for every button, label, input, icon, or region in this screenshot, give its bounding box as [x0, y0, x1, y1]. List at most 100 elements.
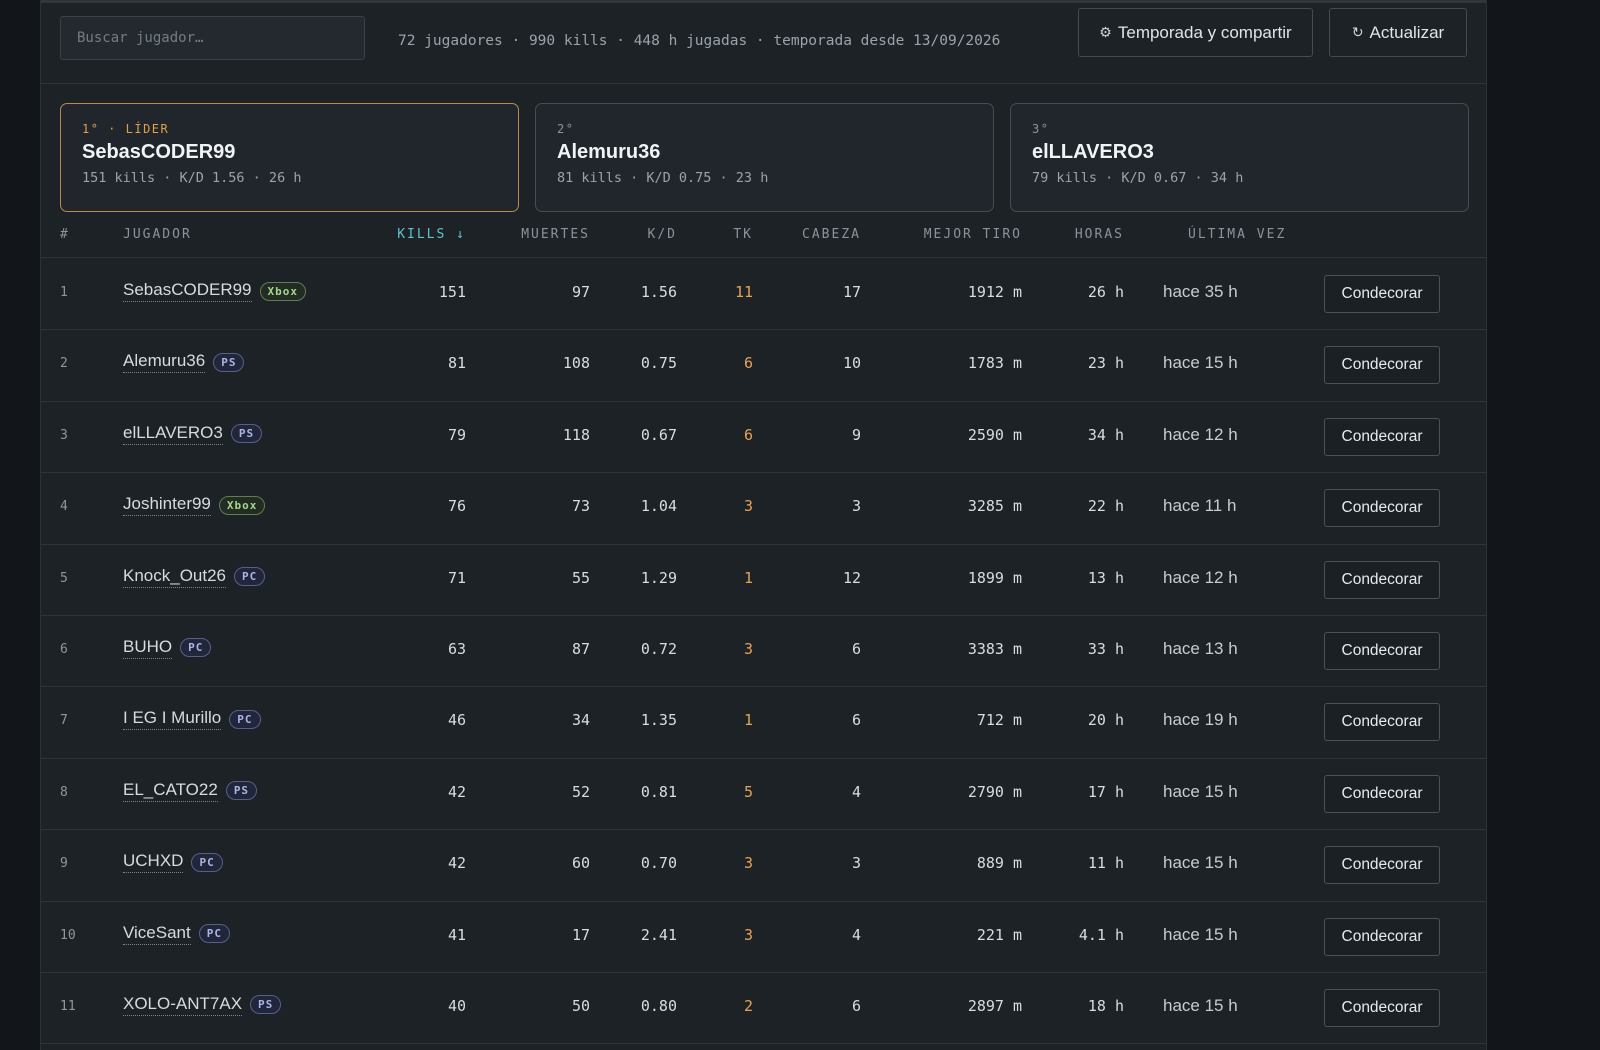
player-cell: BUHO PC: [123, 637, 212, 659]
column-header-headshots[interactable]: CABEZA: [802, 227, 861, 242]
deaths-cell: 52: [571, 782, 590, 801]
podium-card-third: 3° elLLAVERO3 79 kills · K/D 0.67 · 34 h: [1010, 103, 1469, 212]
last-seen-cell: hace 12 h: [1163, 567, 1238, 587]
column-header-rank[interactable]: #: [60, 227, 70, 242]
column-header-player[interactable]: JUGADOR: [123, 227, 192, 242]
column-header-last-seen[interactable]: ÚLTIMA VEZ: [1188, 227, 1287, 242]
decorate-button[interactable]: Condecorar: [1324, 917, 1440, 956]
player-name-link[interactable]: elLLAVERO3: [123, 423, 223, 445]
player-cell: Joshinter99 Xbox: [123, 494, 266, 517]
hours-cell: 22 h: [1087, 497, 1124, 516]
decorate-button[interactable]: Condecorar: [1324, 489, 1440, 528]
kd-cell: 0.75: [640, 354, 677, 373]
table-body: 1 SebasCODER99 Xbox 151 97 1.56 11 17 1912 m 26 h…: [41, 259, 1486, 1045]
column-header-kills[interactable]: KILLS ↓: [397, 227, 466, 242]
column-header-tk[interactable]: TK: [733, 227, 753, 242]
player-name-link[interactable]: Joshinter99: [123, 494, 211, 517]
season-share-button[interactable]: ⚙ Temporada y compartir: [1078, 8, 1313, 57]
best-shot-cell: 1899 m: [967, 568, 1022, 587]
hours-cell: 4.1 h: [1078, 925, 1124, 944]
rank-cell: 9: [60, 856, 68, 872]
hours-cell: 33 h: [1087, 639, 1124, 658]
team-kills-cell: 6: [743, 425, 753, 444]
search-input[interactable]: [60, 16, 365, 60]
player-name-link[interactable]: BUHO: [123, 637, 173, 659]
kd-cell: 0.81: [640, 782, 677, 801]
kd-cell: 1.29: [640, 568, 677, 587]
refresh-button[interactable]: ↻ Actualizar: [1329, 8, 1467, 57]
player-name-link[interactable]: SebasCODER99: [123, 280, 252, 302]
platform-badge: PC: [198, 924, 230, 944]
best-shot-cell: 889 m: [976, 854, 1022, 873]
deaths-cell: 108: [562, 354, 590, 373]
headshots-cell: 6: [851, 996, 861, 1015]
player-name-link[interactable]: Knock_Out26: [123, 566, 227, 588]
kills-cell: 71: [447, 568, 466, 587]
column-header-deaths[interactable]: MUERTES: [521, 227, 590, 242]
kd-cell: 1.56: [640, 283, 677, 301]
decorate-button[interactable]: Condecorar: [1324, 988, 1440, 1027]
top-border: [41, 0, 1486, 3]
decorate-button[interactable]: Condecorar: [1324, 417, 1440, 456]
podium-card-first: 1° · LÍDER SebasCODER99 151 kills · K/D …: [60, 103, 519, 212]
platform-badge: PC: [180, 638, 212, 658]
column-header-kd[interactable]: K/D: [647, 227, 677, 242]
podium-stats: 79 kills · K/D 0.67 · 34 h: [1032, 170, 1244, 186]
best-shot-cell: 1783 m: [967, 354, 1022, 373]
column-header-best-shot[interactable]: MEJOR TIRO: [923, 227, 1022, 242]
decorate-button[interactable]: Condecorar: [1324, 346, 1440, 385]
podium-stats: 151 kills · K/D 1.56 · 26 h: [82, 170, 302, 186]
season-summary: 72 jugadores · 990 kills · 448 h jugadas…: [398, 33, 1001, 49]
column-header-hours[interactable]: HORAS: [1074, 227, 1124, 242]
player-name-link[interactable]: UCHXD: [123, 851, 184, 874]
player-name-link[interactable]: ViceSant: [123, 923, 191, 945]
podium-rank: 2°: [557, 122, 575, 136]
team-kills-cell: 3: [743, 639, 753, 658]
headshots-cell: 4: [851, 782, 861, 801]
rank-cell: 11: [60, 998, 76, 1014]
best-shot-cell: 2897 m: [967, 996, 1022, 1015]
table-row: 11 XOLO-ANT7AX PS 40 50 0.80 2 6 2897 m 18 h hace …: [41, 973, 1486, 1045]
table-row: 3 elLLAVERO3 PS 79 118 0.67 6 9 2590 m 34 h hace 1…: [41, 402, 1486, 474]
last-seen-cell: hace 35 h: [1163, 282, 1238, 301]
kd-cell: 2.41: [640, 925, 677, 944]
player-name-link[interactable]: Alemuru36: [123, 351, 206, 374]
best-shot-cell: 2790 m: [967, 782, 1022, 801]
last-seen-cell: hace 15 h: [1163, 995, 1238, 1015]
player-name-link[interactable]: EL_CATO22: [123, 780, 218, 802]
decorate-button[interactable]: Condecorar: [1324, 275, 1440, 313]
decorate-button[interactable]: Condecorar: [1324, 846, 1440, 885]
toolbar: 72 jugadores · 990 kills · 448 h jugadas…: [41, 0, 1486, 84]
headshots-cell: 9: [851, 425, 861, 444]
headshots-cell: 6: [851, 711, 861, 730]
decorate-button[interactable]: Condecorar: [1324, 560, 1440, 599]
table-row: 6 BUHO PC 63 87 0.72 3 6 3383 m 33 h hace 13 h Cond…: [41, 616, 1486, 688]
player-name-link[interactable]: XOLO-ANT7AX: [123, 994, 243, 1016]
last-seen-cell: hace 15 h: [1163, 353, 1238, 373]
player-cell: EL_CATO22 PS: [123, 780, 258, 802]
best-shot-cell: 3383 m: [967, 639, 1022, 658]
decorate-button[interactable]: Condecorar: [1324, 631, 1440, 670]
decorate-button[interactable]: Condecorar: [1324, 703, 1440, 742]
last-seen-cell: hace 19 h: [1163, 710, 1238, 730]
kills-cell: 151: [438, 283, 466, 301]
decorate-button[interactable]: Condecorar: [1324, 774, 1440, 813]
table-row: 7 I EG I Murillo PC 46 34 1.35 1 6 712 m 20 h hace…: [41, 687, 1486, 759]
player-cell: SebasCODER99 Xbox: [123, 280, 307, 302]
deaths-cell: 97: [571, 283, 590, 301]
gear-icon: ⚙: [1099, 24, 1112, 40]
deaths-cell: 34: [571, 711, 590, 730]
kills-cell: 42: [447, 854, 466, 873]
player-name-link[interactable]: I EG I Murillo: [123, 708, 222, 731]
rank-cell: 2: [60, 356, 68, 372]
kd-cell: 0.67: [640, 425, 677, 444]
rank-cell: 4: [60, 499, 68, 515]
kills-cell: 76: [447, 497, 466, 516]
team-kills-cell: 3: [743, 925, 753, 944]
team-kills-cell: 3: [743, 854, 753, 873]
refresh-icon: ↻: [1351, 24, 1364, 40]
team-kills-cell: 2: [743, 996, 753, 1015]
hours-cell: 18 h: [1087, 996, 1124, 1015]
platform-badge: PS: [213, 352, 245, 372]
last-seen-cell: hace 11 h: [1163, 496, 1237, 516]
